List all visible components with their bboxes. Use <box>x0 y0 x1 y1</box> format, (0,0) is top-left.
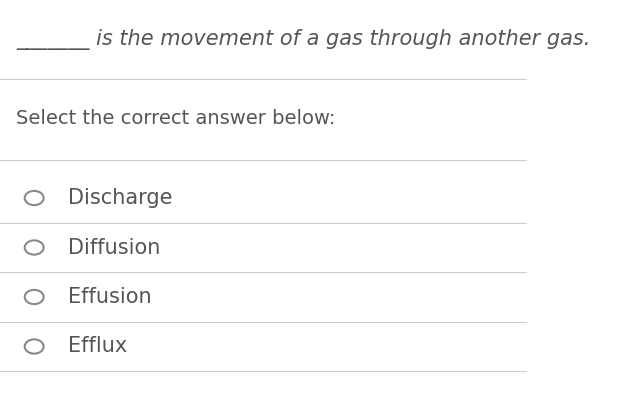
Text: Select the correct answer below:: Select the correct answer below: <box>16 109 335 128</box>
Text: Effusion: Effusion <box>68 287 152 307</box>
Text: Discharge: Discharge <box>68 188 173 208</box>
Text: Efflux: Efflux <box>68 337 127 356</box>
Text: Diffusion: Diffusion <box>68 238 161 257</box>
Text: _______ is the movement of a gas through another gas.: _______ is the movement of a gas through… <box>16 29 590 50</box>
